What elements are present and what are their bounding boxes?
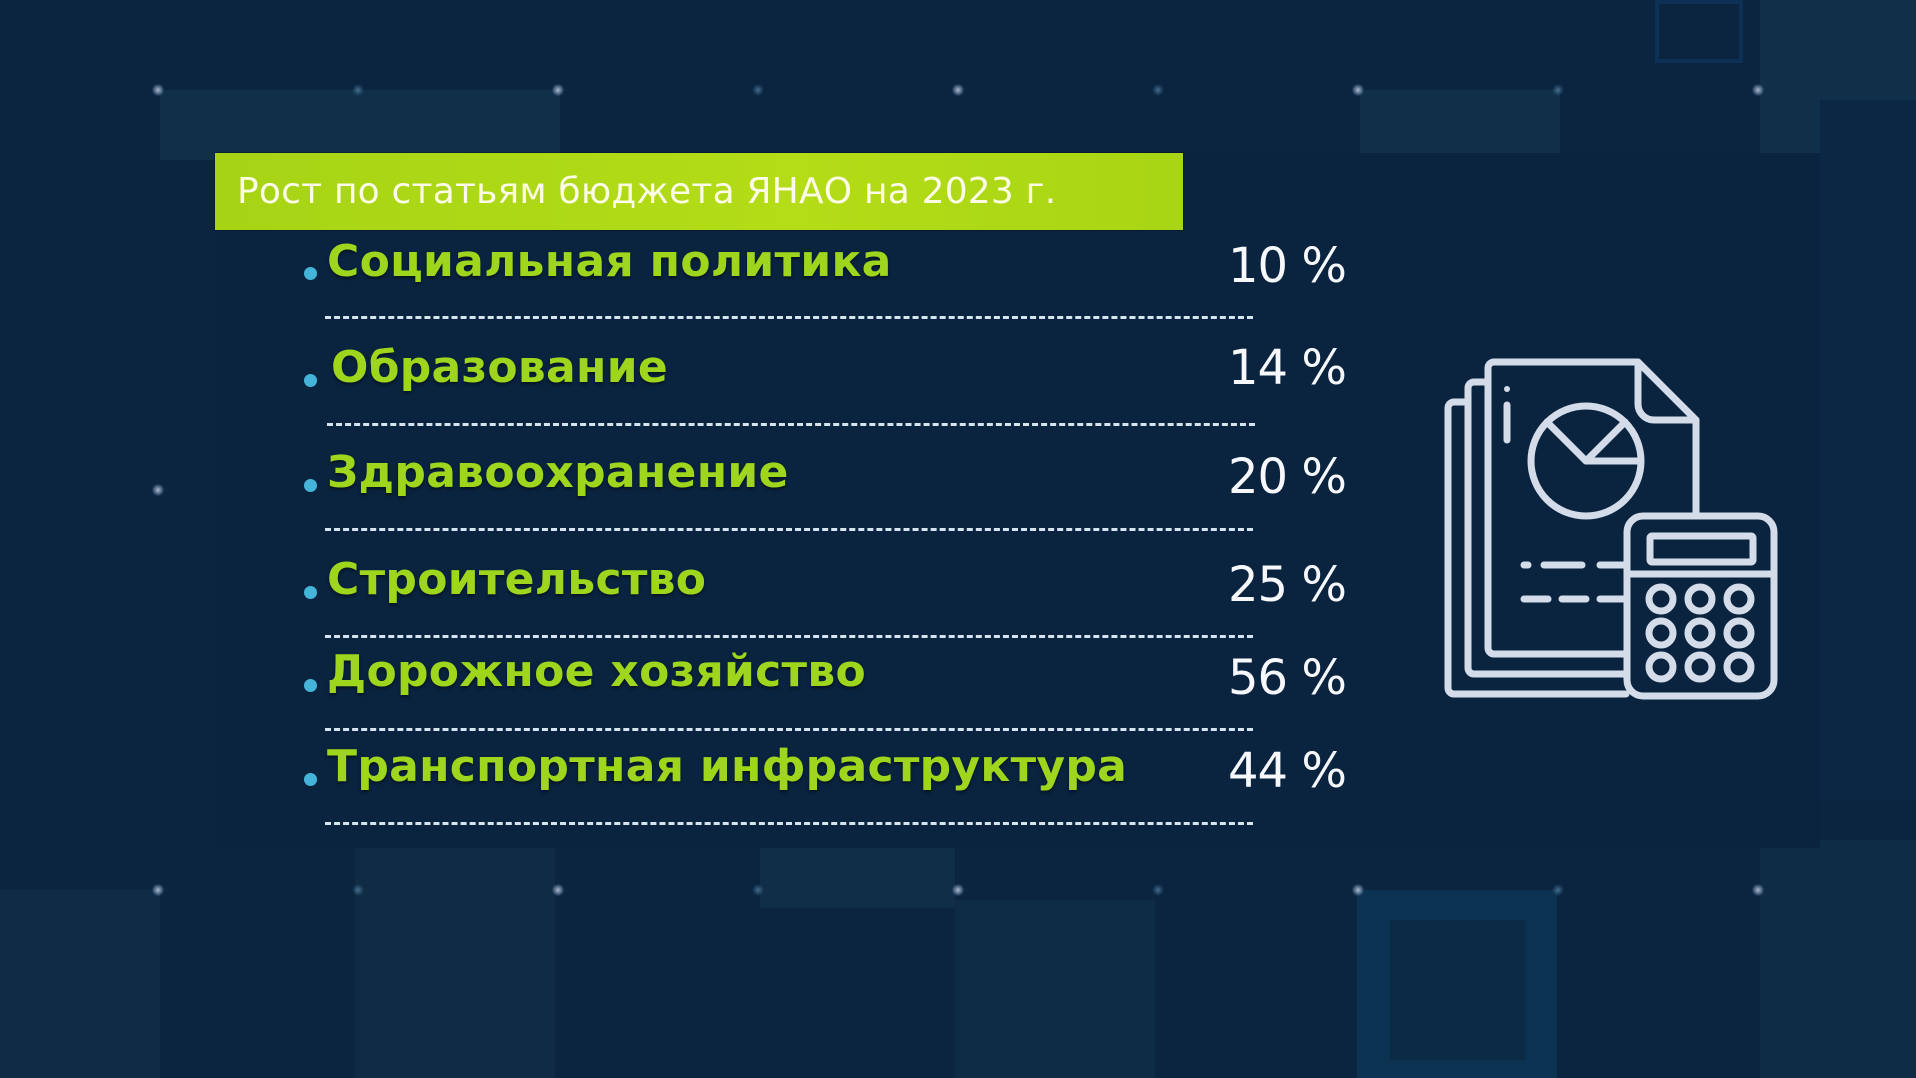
- list-item: Социальная политика 10 %: [0, 0, 1916, 319]
- item-label: Транспортная инфраструктура: [327, 741, 1128, 792]
- item-value: 56 %: [1228, 650, 1347, 706]
- budget-report-calculator-icon: [1440, 358, 1780, 703]
- dashed-divider: [325, 728, 1253, 731]
- dashed-divider: [327, 423, 1255, 426]
- item-value: 14 %: [1228, 340, 1347, 396]
- item-value: 25 %: [1228, 557, 1347, 613]
- bullet-icon: [304, 773, 317, 786]
- item-value: 20 %: [1228, 449, 1347, 505]
- list-item: Дорожное хозяйство 56 %: [0, 0, 1916, 731]
- dashed-divider: [325, 635, 1253, 638]
- bullet-icon: [304, 479, 317, 492]
- item-label: Социальная политика: [327, 236, 892, 287]
- title-banner: Рост по статьям бюджета ЯНАО на 2023 г.: [215, 153, 1183, 230]
- item-value: 10 %: [1228, 238, 1347, 294]
- item-label: Здравоохранение: [327, 447, 789, 498]
- dashed-divider: [325, 316, 1253, 319]
- slide-title: Рост по статьям бюджета ЯНАО на 2023 г.: [237, 171, 1057, 212]
- dashed-divider: [325, 822, 1253, 825]
- dashed-divider: [325, 528, 1253, 531]
- item-label: Строительство: [327, 554, 707, 605]
- item-label: Дорожное хозяйство: [327, 646, 867, 697]
- list-item: Строительство 25 %: [0, 0, 1916, 638]
- list-item: Транспортная инфраструктура 44 %: [0, 0, 1916, 825]
- item-value: 44 %: [1228, 743, 1347, 799]
- bullet-icon: [304, 374, 317, 387]
- list-item: Образование 14 %: [0, 0, 1916, 426]
- bullet-icon: [304, 267, 317, 280]
- bullet-icon: [304, 679, 317, 692]
- list-item: Здравоохранение 20 %: [0, 0, 1916, 531]
- bullet-icon: [304, 586, 317, 599]
- item-label: Образование: [331, 342, 669, 393]
